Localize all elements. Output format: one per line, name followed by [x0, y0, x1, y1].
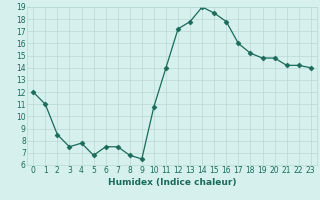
X-axis label: Humidex (Indice chaleur): Humidex (Indice chaleur)	[108, 178, 236, 187]
